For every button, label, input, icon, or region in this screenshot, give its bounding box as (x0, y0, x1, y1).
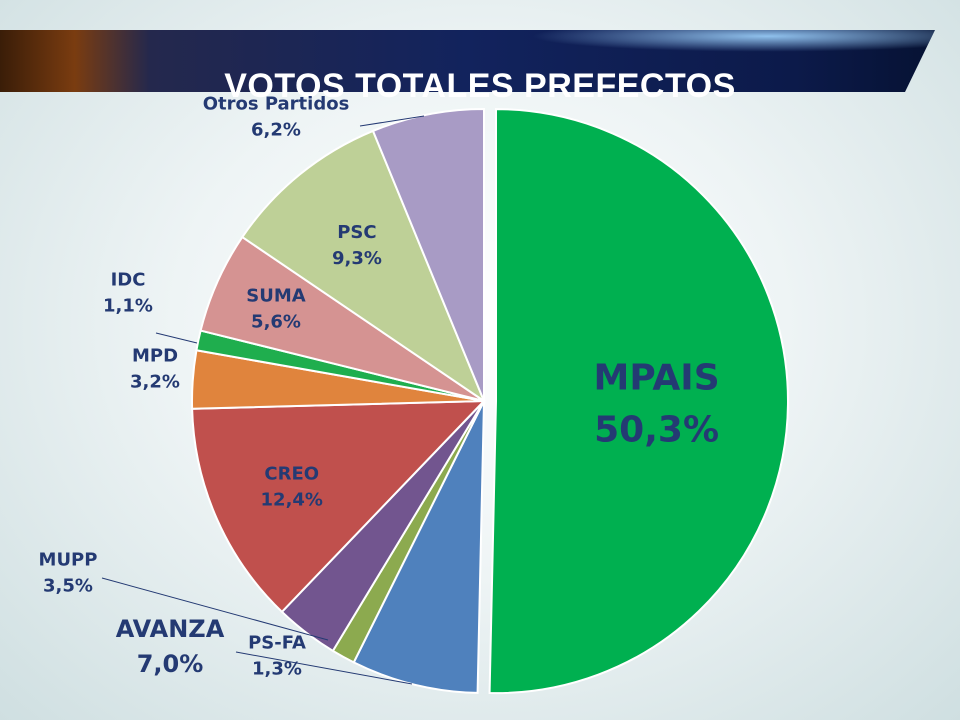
slice-label-value: 3,2% (130, 371, 180, 392)
slice-label-name: IDC (111, 269, 146, 290)
slice-label-value: 5,6% (251, 312, 301, 333)
slice-label-name: AVANZA (116, 615, 225, 643)
leader-lines (101, 115, 425, 685)
slice-label-value: 50,3% (594, 410, 719, 451)
slice-label-name: PS-FA (248, 632, 306, 653)
slice-label-value: 1,1% (103, 295, 153, 316)
pie-slices (191, 107, 789, 695)
pie-slice-psc (240, 129, 487, 404)
slice-label-name: PSC (337, 222, 376, 243)
leader-line (359, 115, 425, 127)
pie-slice-otros-partidos (371, 107, 485, 402)
pie-slice-avanza (352, 400, 485, 694)
leader-line (155, 332, 198, 344)
slice-label-name: MUPP (39, 549, 98, 570)
slice-label-name: MPD (132, 345, 178, 366)
slice-labels: MPAIS 50,3% AVANZA 7,0% PS-FA 1,3% MUPP 3,5% CRE… (39, 93, 720, 679)
slice-label-value: 1,3% (252, 658, 302, 679)
slice-label-name: CREO (264, 463, 319, 484)
slice-label-name: SUMA (246, 285, 305, 306)
slice-label-value: 9,3% (332, 248, 382, 269)
pie-slice-creo (191, 399, 487, 614)
slice-label-value: 3,5% (43, 575, 93, 596)
slice-label-name: Otros Partidos (203, 93, 350, 114)
banner-shape (0, 30, 935, 92)
slice-label-value: 12,4% (261, 489, 323, 510)
slice-label-value: 7,0% (137, 650, 204, 678)
slice-label-value: 6,2% (251, 119, 301, 140)
slice-label-name: MPAIS (594, 357, 720, 398)
page-title: VOTOS TOTALES PREFECTOS (224, 67, 736, 105)
leader-line (101, 577, 329, 641)
leader-line (235, 651, 413, 685)
title-banner: VOTOS TOTALES PREFECTOS (0, 28, 960, 105)
pie-slice-mpais (488, 108, 789, 695)
